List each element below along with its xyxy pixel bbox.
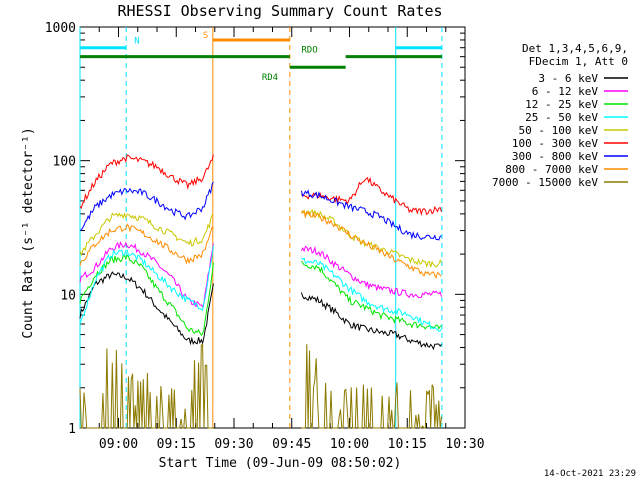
timestamp: 14-Oct-2021 23:29 xyxy=(544,469,636,479)
series-line-8-seg0 xyxy=(79,343,214,429)
series-line-0-seg0 xyxy=(79,271,214,346)
legend-label-5: 100 - 300 keV xyxy=(512,137,598,150)
series-line-3-seg1 xyxy=(301,257,442,332)
x-tick-label-2: 09:30 xyxy=(214,437,253,452)
series-line-7-seg0 xyxy=(79,223,214,266)
series-line-1-seg1 xyxy=(300,245,442,299)
series-line-2-seg1 xyxy=(300,260,442,330)
series-line-0-seg1 xyxy=(300,292,442,351)
x-tick-label-0: 09:00 xyxy=(99,437,138,452)
y-axis-label: Count Rate (s⁻¹ detector⁻¹) xyxy=(21,127,36,338)
marker-label-S: S xyxy=(203,31,208,41)
series-line-5-seg1 xyxy=(301,176,442,217)
x-tick-label-3: 09:45 xyxy=(272,437,311,452)
legend-label-4: 50 - 100 keV xyxy=(519,124,599,137)
series-line-7-seg1 xyxy=(301,210,442,279)
legend-label-8: 7000 - 15000 keV xyxy=(492,176,598,189)
legend-label-0: 3 - 6 keV xyxy=(538,72,598,85)
legend-label-3: 25 - 50 keV xyxy=(525,111,598,124)
series-line-6-seg1 xyxy=(300,189,442,241)
x-tick-label-6: 10:30 xyxy=(445,437,484,452)
x-tick-label-1: 09:15 xyxy=(157,437,196,452)
legend-header-2: FDecim 1, Att 0 xyxy=(529,55,628,68)
x-tick-label-4: 10:00 xyxy=(330,437,369,452)
legend-label-2: 12 - 25 keV xyxy=(525,98,598,111)
legend-label-7: 800 - 7000 keV xyxy=(505,163,598,176)
series-line-1-seg0 xyxy=(79,241,214,308)
series-line-3-seg0 xyxy=(79,245,214,324)
legend-header-1: Det 1,3,4,5,6,9, xyxy=(522,42,628,55)
y-tick-label-3: 1000 xyxy=(45,21,76,36)
legend-label-6: 300 - 800 keV xyxy=(512,150,598,163)
y-tick-label-0: 1 xyxy=(68,422,76,437)
marker-label-N: N xyxy=(134,37,139,47)
marker-label-RDO: RDO xyxy=(301,46,317,56)
series-line-8-seg1 xyxy=(301,344,442,429)
chart-title: RHESSI Observing Summary Count Rates xyxy=(117,2,442,20)
y-tick-label-1: 10 xyxy=(60,288,76,303)
y-tick-label-2: 100 xyxy=(53,155,76,170)
legend-label-1: 6 - 12 keV xyxy=(532,85,599,98)
marker-label-RD4: RD4 xyxy=(262,73,278,83)
x-tick-label-5: 10:15 xyxy=(388,437,427,452)
plot-area: 1 10 100 1000 09:00 09:15 09:30 09:45 10:00 10:15… xyxy=(45,21,628,452)
series-line-5-seg0 xyxy=(79,154,214,210)
series-line-6-seg0 xyxy=(79,181,214,231)
plot-frame xyxy=(79,26,466,429)
x-axis-label: Start Time (09-Jun-09 08:50:02) xyxy=(159,456,402,471)
series-line-4-seg0 xyxy=(79,212,214,257)
